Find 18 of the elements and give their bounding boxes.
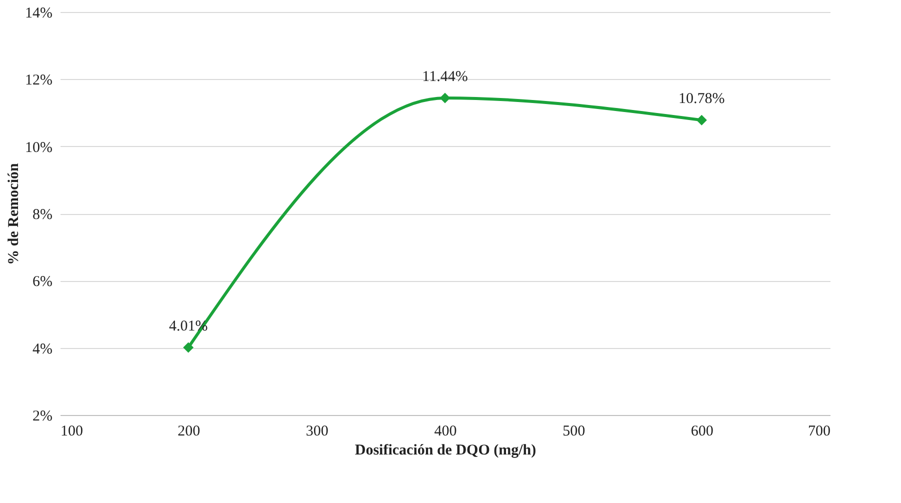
x-axis-title: Dosificación de DQO (mg/h) [354,442,536,458]
y-tick-label: 6% [32,274,52,290]
y-axis-title: % de Remoción [6,162,22,265]
data-label: 11.44% [422,68,468,85]
y-tick-label: 14% [25,6,52,22]
x-tick-label: 600 [690,424,714,440]
x-tick-label: 500 [562,424,586,440]
y-tick-label: 12% [25,72,52,89]
y-tick-label: 10% [25,140,52,156]
x-tick-label: 200 [178,424,200,440]
y-tick-label: 8% [32,207,52,223]
y-tick-label: 4% [32,341,52,358]
y-tick-label: 2% [32,408,52,424]
x-tick-label: 300 [306,424,328,440]
x-tick-label: 400 [434,424,457,440]
x-tick-label: 700 [808,424,830,440]
data-label: 10.78% [678,91,725,108]
x-tick-label: 100 [60,424,83,440]
